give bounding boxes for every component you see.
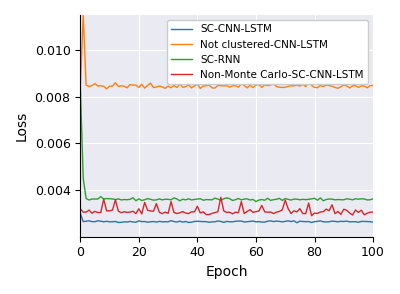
X-axis label: Epoch: Epoch xyxy=(206,265,248,279)
SC-RNN xyxy=(286,198,290,201)
SC-RNN xyxy=(254,200,258,203)
Not clustered-CNN-LSTM xyxy=(371,83,376,87)
SC-CNN-LSTM xyxy=(283,220,288,223)
Non-Monte Carlo-SC-CNN-LSTM xyxy=(286,207,290,211)
Not clustered-CNN-LSTM xyxy=(101,84,106,88)
Not clustered-CNN-LSTM xyxy=(104,87,109,91)
Line: Not clustered-CNN-LSTM: Not clustered-CNN-LSTM xyxy=(80,15,373,89)
SC-CNN-LSTM xyxy=(151,220,156,223)
Non-Monte Carlo-SC-CNN-LSTM xyxy=(151,209,156,213)
Y-axis label: Loss: Loss xyxy=(15,111,29,141)
Not clustered-CNN-LSTM xyxy=(218,84,223,88)
SC-RNN xyxy=(300,198,305,201)
SC-CNN-LSTM xyxy=(371,220,376,224)
Line: SC-CNN-LSTM: SC-CNN-LSTM xyxy=(80,213,373,223)
Non-Monte Carlo-SC-CNN-LSTM xyxy=(98,211,103,214)
SC-RNN xyxy=(256,198,261,202)
Non-Monte Carlo-SC-CNN-LSTM xyxy=(300,212,305,215)
Non-Monte Carlo-SC-CNN-LSTM xyxy=(218,196,223,199)
Line: Non-Monte Carlo-SC-CNN-LSTM: Non-Monte Carlo-SC-CNN-LSTM xyxy=(80,197,373,216)
Not clustered-CNN-LSTM xyxy=(78,86,83,90)
Not clustered-CNN-LSTM xyxy=(260,86,264,89)
SC-CNN-LSTM xyxy=(78,212,83,215)
Not clustered-CNN-LSTM xyxy=(81,13,86,17)
Line: SC-RNN: SC-RNN xyxy=(80,85,373,202)
SC-RNN xyxy=(78,83,83,87)
SC-RNN xyxy=(98,195,103,198)
SC-CNN-LSTM xyxy=(254,220,258,223)
Non-Monte Carlo-SC-CNN-LSTM xyxy=(78,207,83,211)
SC-RNN xyxy=(371,197,376,201)
SC-CNN-LSTM xyxy=(294,221,299,225)
Not clustered-CNN-LSTM xyxy=(157,84,162,88)
Legend: SC-CNN-LSTM, Not clustered-CNN-LSTM, SC-RNN, Non-Monte Carlo-SC-CNN-LSTM: SC-CNN-LSTM, Not clustered-CNN-LSTM, SC-… xyxy=(167,20,368,84)
SC-RNN xyxy=(151,198,156,202)
SC-CNN-LSTM xyxy=(212,220,217,223)
Not clustered-CNN-LSTM xyxy=(303,85,308,88)
Non-Monte Carlo-SC-CNN-LSTM xyxy=(309,214,314,218)
SC-CNN-LSTM xyxy=(98,219,103,223)
SC-RNN xyxy=(212,196,217,200)
SC-CNN-LSTM xyxy=(300,220,305,223)
Non-Monte Carlo-SC-CNN-LSTM xyxy=(212,211,217,214)
Non-Monte Carlo-SC-CNN-LSTM xyxy=(371,211,376,214)
Not clustered-CNN-LSTM xyxy=(289,84,294,88)
Non-Monte Carlo-SC-CNN-LSTM xyxy=(256,209,261,213)
